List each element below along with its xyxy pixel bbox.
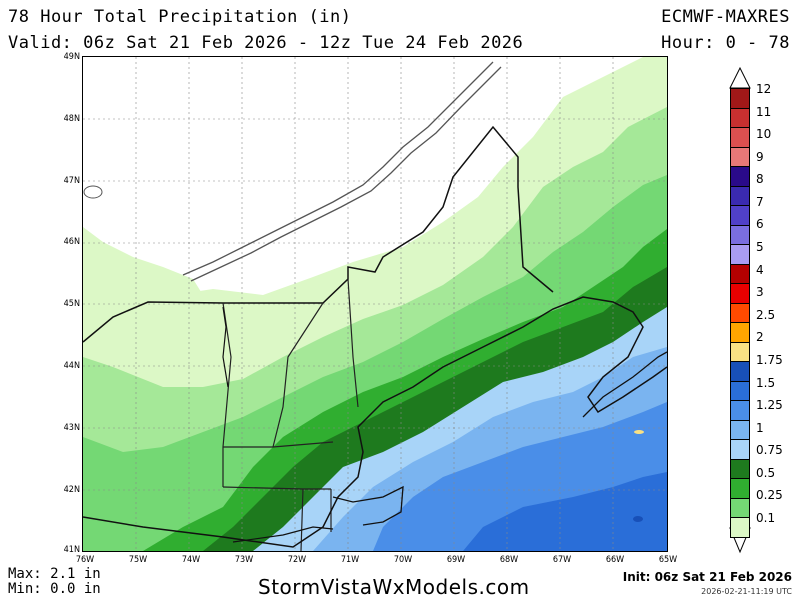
legend-label: 1.75 — [756, 352, 783, 367]
legend-label: 11 — [756, 104, 772, 119]
us-canada-border — [83, 125, 554, 343]
init-time: Init: 06z Sat 21 Feb 2026 — [622, 570, 792, 584]
legend-label: 1 — [756, 420, 764, 435]
precipitation-map[interactable] — [82, 56, 668, 552]
legend-label: 8 — [756, 172, 764, 187]
legend-label: 2 — [756, 330, 764, 345]
legend-color-cell — [730, 419, 750, 440]
lon-label: 75W — [128, 555, 148, 565]
legend-color-cell — [730, 107, 750, 128]
timestamp: 2026-02-21-11:19 UTC — [701, 587, 792, 596]
legend-color-cell — [730, 283, 750, 304]
lat-label: 47N — [63, 176, 80, 186]
legend-label: 4 — [756, 262, 764, 277]
legend-color-cell — [730, 244, 750, 265]
lake-champlain — [222, 306, 229, 388]
legend-color-cell — [730, 185, 750, 206]
legend-color-cell — [730, 205, 750, 226]
lat-label: 44N — [63, 361, 80, 371]
long-island — [232, 526, 334, 543]
hour-range: Hour: 0 - 78 — [661, 33, 790, 53]
legend-color-cell — [730, 146, 750, 167]
precip-max-spot — [634, 430, 644, 434]
lat-label: 46N — [63, 237, 80, 247]
legend-color-cell — [730, 458, 750, 479]
legend-label: 9 — [756, 149, 764, 164]
lon-label: 74W — [181, 555, 201, 565]
legend-color-cell — [730, 322, 750, 343]
map-graphic — [83, 57, 667, 551]
valid-time: Valid: 06z Sat 21 Feb 2026 - 12z Tue 24 … — [8, 33, 524, 53]
legend-label: 0.75 — [756, 443, 783, 458]
lon-label: 67W — [552, 555, 572, 565]
lat-label: 43N — [63, 423, 80, 433]
legend-label: 2.5 — [756, 307, 776, 322]
legend-label: 5 — [756, 240, 764, 255]
lat-label: 45N — [63, 299, 80, 309]
legend-color-cell — [730, 302, 750, 323]
legend-color-cell — [730, 380, 750, 401]
lon-label: 72W — [287, 555, 307, 565]
legend-color-cell — [730, 88, 750, 109]
legend-label: 0.1 — [756, 511, 776, 525]
legend-color-cell — [730, 400, 750, 421]
lon-label: 73W — [234, 555, 254, 565]
legend-arrow-top — [729, 66, 751, 89]
legend-label: 1.5 — [756, 375, 776, 390]
site-name[interactable]: StormVistaWxModels.com — [258, 575, 530, 599]
legend-color-cell — [730, 517, 750, 538]
lon-label: 66W — [605, 555, 625, 565]
legend-color-cell — [730, 361, 750, 382]
lon-label: 68W — [499, 555, 519, 565]
model-name: ECMWF-MAXRES — [661, 7, 790, 27]
lat-label: 42N — [63, 485, 80, 495]
legend-label: 10 — [756, 127, 772, 142]
legend-color-cell — [730, 127, 750, 148]
legend-color-cell — [730, 439, 750, 460]
lon-label: 71W — [340, 555, 360, 565]
legend-label: 0.25 — [756, 488, 783, 503]
nova-scotia — [582, 351, 667, 418]
max-value: Max: 2.1 in — [8, 566, 101, 582]
legend-color-cell — [730, 497, 750, 518]
lon-label: 65W — [658, 555, 678, 565]
precip-band-0-1-west — [83, 227, 203, 337]
min-value: Min: 0.0 in — [8, 581, 101, 597]
lon-label: 69W — [446, 555, 466, 565]
legend-color-cell — [730, 478, 750, 499]
precip-band-2-0 — [463, 472, 667, 551]
map-title: 78 Hour Total Precipitation (in) — [8, 7, 352, 27]
legend-color-cell — [730, 224, 750, 245]
state-borders — [222, 278, 359, 551]
precip-spot-2 — [633, 516, 643, 522]
lat-label: 49N — [63, 52, 80, 62]
legend-label: 12 — [756, 82, 772, 96]
coastline — [83, 296, 667, 548]
lat-label: 48N — [63, 114, 80, 124]
lon-label: 70W — [393, 555, 413, 565]
legend-label: 0.5 — [756, 465, 776, 480]
lake-ontario-edge — [83, 185, 103, 199]
legend-label: 7 — [756, 194, 764, 209]
legend-color-cell — [730, 263, 750, 284]
legend-color-cell — [730, 341, 750, 362]
lat-lon-grid — [83, 57, 667, 551]
legend-label: 3 — [756, 285, 764, 300]
lon-label: 76W — [75, 555, 95, 565]
cape-cod — [332, 485, 404, 526]
legend-label: 6 — [756, 217, 764, 232]
legend-label: 1.25 — [756, 398, 783, 413]
legend-color-cell — [730, 166, 750, 187]
st-lawrence-river — [182, 61, 502, 282]
lat-label: 41N — [63, 545, 80, 555]
